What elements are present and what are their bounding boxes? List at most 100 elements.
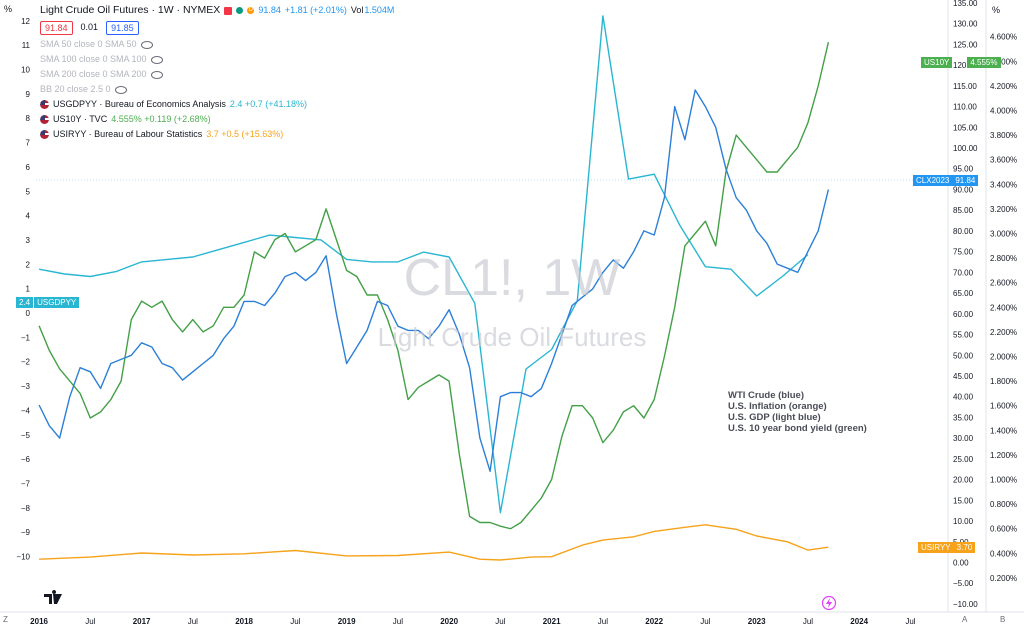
overlay-usgdpyy[interactable]: USGDPYY · Bureau of Economics Analysis 2.… bbox=[40, 97, 394, 112]
x-axis-tick: 2019 bbox=[338, 617, 356, 626]
volume-label: Vol bbox=[350, 5, 364, 15]
auto-scale-button[interactable]: A bbox=[962, 615, 968, 624]
left-axis-tick: 5 bbox=[26, 187, 31, 196]
left-axis-tick: −10 bbox=[16, 553, 30, 562]
left-axis-tick: −4 bbox=[21, 406, 31, 415]
yield-axis-tick: 4.400% bbox=[990, 57, 1017, 66]
price-axis-tick: 85.00 bbox=[953, 206, 974, 215]
badge-label: US10Y bbox=[921, 57, 953, 68]
indicator-sma100[interactable]: SMA 100 close 0 SMA 100 bbox=[40, 52, 394, 67]
left-axis-tick: 9 bbox=[26, 90, 31, 99]
left-axis-tick: −8 bbox=[21, 504, 31, 513]
price-axis-tick: 95.00 bbox=[953, 165, 974, 174]
series-line-u-s-gdp[interactable] bbox=[38, 15, 809, 514]
x-axis-tick: 2017 bbox=[133, 617, 151, 626]
yield-axis-tick: 1.000% bbox=[990, 476, 1017, 485]
last-price: 91.84 bbox=[258, 5, 281, 15]
left-axis-tick: 2 bbox=[26, 260, 31, 269]
x-axis-tick: Jul bbox=[598, 617, 608, 626]
series-line-u-s-inflation[interactable] bbox=[39, 524, 829, 561]
x-axis-tick: Jul bbox=[495, 617, 505, 626]
left-axis-tick: 12 bbox=[21, 17, 30, 26]
left-axis-tick: −7 bbox=[21, 479, 31, 488]
price-axis-tick: −5.00 bbox=[953, 579, 974, 588]
yield-axis-tick: 2.000% bbox=[990, 353, 1017, 362]
price-axis-tick: 0.00 bbox=[953, 559, 969, 568]
indicator-label: SMA 50 close 0 SMA 50 bbox=[40, 39, 137, 49]
indicator-sma200[interactable]: SMA 200 close 0 SMA 200 bbox=[40, 67, 394, 82]
eye-hidden-icon[interactable] bbox=[150, 70, 163, 79]
flash-icon[interactable] bbox=[821, 595, 837, 611]
left-axis-tick: −2 bbox=[21, 358, 31, 367]
x-axis-tick: 2018 bbox=[235, 617, 253, 626]
watermark-name: Light Crude Oil Futures bbox=[377, 322, 647, 352]
us-flag-icon bbox=[40, 100, 49, 109]
symbol-title[interactable]: Light Crude Oil Futures · 1W · NYMEX bbox=[40, 4, 221, 16]
indicator-sma50[interactable]: SMA 50 close 0 SMA 50 bbox=[40, 37, 394, 52]
eye-hidden-icon[interactable] bbox=[114, 85, 127, 94]
overlay-usiryy[interactable]: USIRYY · Bureau of Labour Statistics 3.7 … bbox=[40, 127, 394, 142]
us-flag-icon bbox=[40, 130, 49, 139]
yield-axis-tick: 4.600% bbox=[990, 33, 1017, 42]
chart-legend: Light Crude Oil Futures · 1W · NYMEX D 9… bbox=[40, 3, 394, 142]
price-axis-tick: 125.00 bbox=[953, 40, 978, 49]
annotation-line: U.S. Inflation (orange) bbox=[728, 401, 827, 412]
x-axis-tick: Jul bbox=[393, 617, 403, 626]
yield-axis-tick: 3.800% bbox=[990, 131, 1017, 140]
x-axis-tick: 2020 bbox=[440, 617, 458, 626]
left-axis-tick: −1 bbox=[21, 333, 31, 342]
indicator-bb[interactable]: BB 20 close 2.5 0 bbox=[40, 82, 394, 97]
price-axis-tick: 80.00 bbox=[953, 227, 974, 236]
price-axis-tick: 35.00 bbox=[953, 413, 974, 422]
left-axis-unit: % bbox=[4, 4, 13, 14]
badge-value: 3.70 bbox=[953, 542, 976, 553]
badge-usgdpyy: 2.4 USGDPYY bbox=[16, 297, 80, 308]
overlay-value: 2.4 +0.7 (+41.18%) bbox=[229, 99, 307, 109]
price-axis-tick: 115.00 bbox=[953, 82, 977, 91]
price-axis-tick: 75.00 bbox=[953, 248, 974, 257]
tradingview-logo[interactable] bbox=[44, 590, 62, 604]
overlay-us10y[interactable]: US10Y · TVC 4.555% +0.119 (+2.68%) bbox=[40, 112, 394, 127]
yield-axis-tick: 3.200% bbox=[990, 205, 1017, 214]
badge-label: USGDPYY bbox=[34, 297, 80, 308]
badge-label: CLX2023 bbox=[913, 175, 953, 186]
left-axis-tick: 11 bbox=[22, 41, 31, 50]
x-axis-tick: 2022 bbox=[645, 617, 663, 626]
x-axis-tick: 2023 bbox=[748, 617, 766, 626]
yield-axis-tick: 4.000% bbox=[990, 107, 1017, 116]
yield-axis-tick: 0.400% bbox=[990, 549, 1017, 558]
price-axis-tick: 100.00 bbox=[953, 144, 978, 153]
indicator-label: SMA 100 close 0 SMA 100 bbox=[40, 54, 147, 64]
spread-value: 0.01 bbox=[80, 22, 99, 32]
us-flag-icon bbox=[40, 115, 49, 124]
left-axis-tick: 10 bbox=[21, 66, 30, 75]
left-axis-tick: −5 bbox=[21, 431, 31, 440]
yield-axis-tick: 1.600% bbox=[990, 402, 1017, 411]
scale-toggle-button[interactable]: B bbox=[1000, 615, 1006, 624]
x-axis-tick: 2016 bbox=[30, 617, 48, 626]
sell-button[interactable]: 91.84 bbox=[40, 20, 73, 35]
overlay-label: USIRYY · Bureau of Labour Statistics bbox=[53, 129, 203, 139]
eye-hidden-icon[interactable] bbox=[140, 40, 153, 49]
price-axis-tick: 120.00 bbox=[953, 61, 978, 70]
left-axis-tick: 8 bbox=[26, 114, 31, 123]
yield-axis-tick: 0.200% bbox=[990, 574, 1017, 583]
badge-clx2023: CLX2023 91.84 bbox=[913, 175, 979, 186]
timezone-button[interactable]: Z bbox=[3, 615, 8, 624]
price-axis-tick: 90.00 bbox=[953, 185, 974, 194]
buy-button[interactable]: 91.85 bbox=[106, 20, 139, 35]
annotation-line: WTI Crude (blue) bbox=[728, 390, 804, 401]
series-line-u-s-10-year-bond-yield[interactable] bbox=[38, 42, 830, 530]
left-axis-tick: −3 bbox=[21, 382, 31, 391]
x-axis-tick: Jul bbox=[188, 617, 198, 626]
overlay-label: USGDPYY · Bureau of Economics Analysis bbox=[53, 99, 226, 109]
price-axis-tick: 55.00 bbox=[953, 331, 974, 340]
eye-hidden-icon[interactable] bbox=[150, 55, 163, 64]
series-line-wti-crude[interactable] bbox=[38, 89, 830, 472]
badge-us10y: US10Y 4.555% bbox=[921, 57, 1001, 68]
left-axis-tick: 13 bbox=[21, 0, 30, 1]
yield-axis-tick: 2.400% bbox=[990, 303, 1017, 312]
delayed-badge: D bbox=[247, 7, 255, 14]
